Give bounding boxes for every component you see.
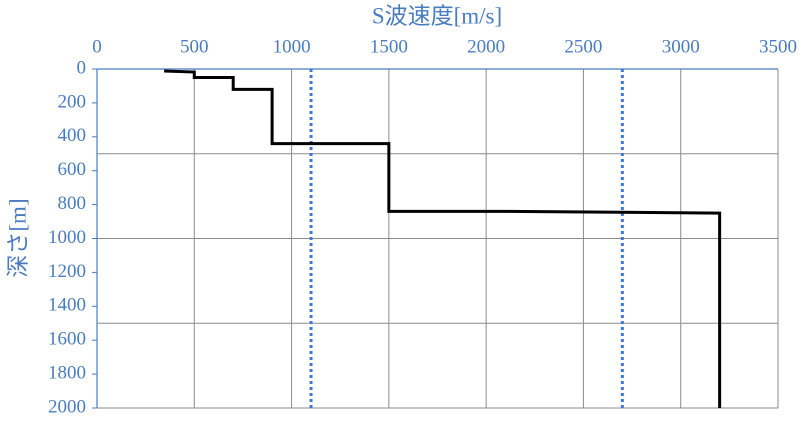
y-tick-label: 0 xyxy=(77,57,87,78)
y-tick-label: 1000 xyxy=(48,227,86,248)
x-tick-label: 500 xyxy=(180,36,209,57)
y-tick-label: 2000 xyxy=(48,396,86,417)
x-tick-label: 1500 xyxy=(370,36,408,57)
x-tick-label: 1000 xyxy=(273,36,311,57)
y-tick-label: 600 xyxy=(58,159,87,180)
chart-title: S波速度[m/s] xyxy=(372,3,502,28)
x-tick-label: 0 xyxy=(92,36,102,57)
x-tick-label: 3500 xyxy=(759,36,797,57)
y-axis-label: 深さ[m] xyxy=(5,198,30,277)
y-tick-label: 800 xyxy=(58,193,87,214)
y-tick-label: 1400 xyxy=(48,295,86,316)
y-tick-label: 400 xyxy=(58,125,87,146)
x-tick-label: 3000 xyxy=(662,36,700,57)
x-tick-label: 2000 xyxy=(467,36,505,57)
x-tick-label: 2500 xyxy=(564,36,602,57)
y-tick-label: 1200 xyxy=(48,261,86,282)
profile-line xyxy=(164,69,722,408)
y-tick-label: 200 xyxy=(58,91,87,112)
y-tick-label: 1600 xyxy=(48,329,86,350)
y-tick-label: 1800 xyxy=(48,362,86,383)
